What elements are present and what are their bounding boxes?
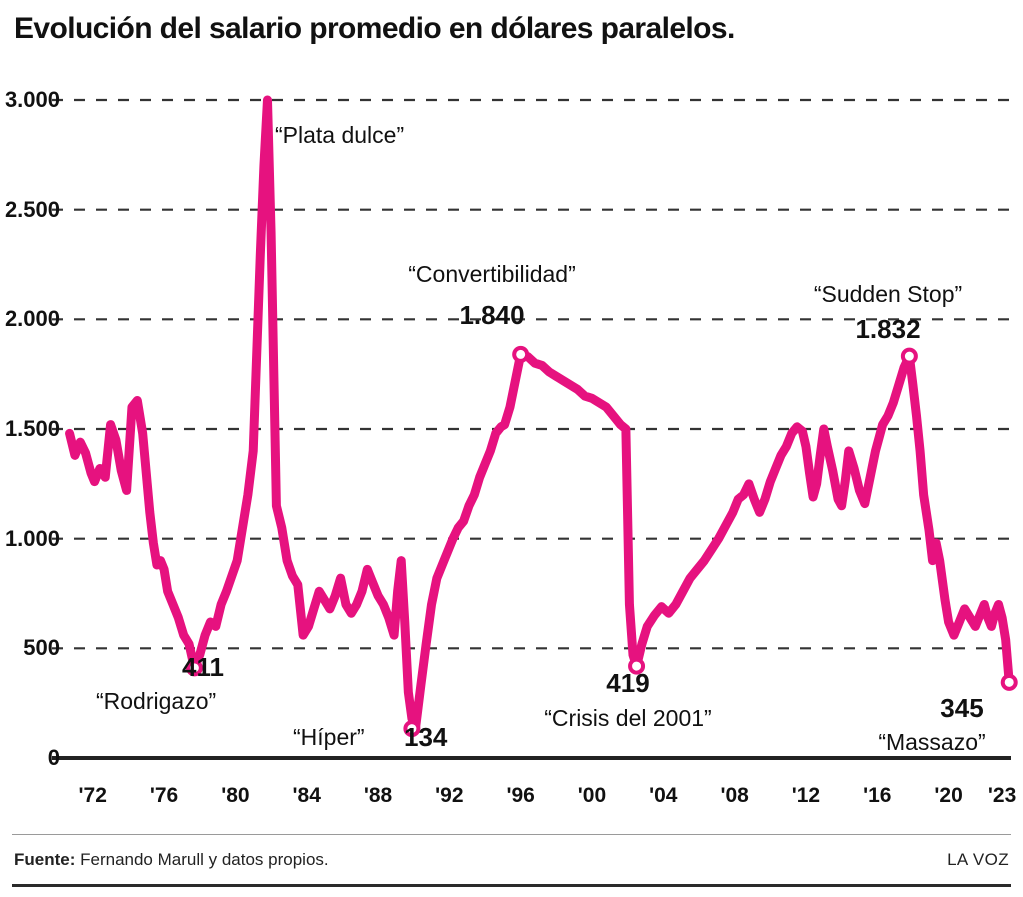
y-tick-label: 2.500 xyxy=(4,196,60,222)
annotation-hiper-value: 134 xyxy=(404,722,447,753)
chart-area: 0 500 1.000 1.500 2.000 2.500 3.000 '72 '76 '80 '… xyxy=(4,87,1018,807)
annotation-label-plata-dulce: “Plata dulce” xyxy=(275,122,405,148)
annotation-plata-dulce: “Plata dulce” xyxy=(275,122,404,149)
footer-top-divider xyxy=(12,834,1011,835)
marker-rodrigazo xyxy=(185,659,203,677)
annotation-sudden-stop: “Sudden Stop” xyxy=(814,281,962,308)
annotation-rodrigazo-value: 411 xyxy=(182,652,224,683)
marker-convertibilidad xyxy=(512,345,530,363)
marker-hiper xyxy=(403,720,421,738)
x-tick-label: '80 xyxy=(221,784,250,807)
x-tick-label: '88 xyxy=(363,784,393,807)
annotation-value-convertibilidad: 1.840 xyxy=(459,300,525,330)
marker-massazo xyxy=(1000,673,1018,691)
y-tick-label: 500 xyxy=(23,635,60,661)
annotation-crisis-2001: “Crisis del 2001” xyxy=(544,705,711,732)
x-tick-label: '72 xyxy=(78,784,107,807)
x-tick-label: '92 xyxy=(435,784,464,807)
x-tick-label: '84 xyxy=(292,784,321,807)
annotation-label-rodrigazo: “Rodrigazo” xyxy=(96,688,217,714)
x-tick-label: '16 xyxy=(863,784,892,807)
annotation-label-crisis-2001: “Crisis del 2001” xyxy=(544,705,712,731)
source-note: Fuente: Fernando Marull y datos propios. xyxy=(14,850,329,870)
y-tick-label: 1.000 xyxy=(4,525,60,551)
source-text: Fernando Marull y datos propios. xyxy=(75,850,329,869)
annotation-value-rodrigazo: 411 xyxy=(182,652,224,682)
x-tick-label: '20 xyxy=(934,784,963,807)
annotation-crisis-2001-value: 419 xyxy=(606,668,649,699)
annotation-massazo: “Massazo” xyxy=(878,729,985,756)
annotation-label-massazo: “Massazo” xyxy=(878,729,986,755)
annotation-label-hiper: “Híper” xyxy=(293,724,365,750)
annotation-label-convertibilidad: “Convertibilidad” xyxy=(408,261,576,287)
x-tick-label: '12 xyxy=(791,784,821,807)
y-tick-label: 0 xyxy=(47,745,60,770)
annotation-massazo-value: 345 xyxy=(940,693,983,724)
annotation-value-massazo: 345 xyxy=(940,693,984,723)
brand-logo: LA VOZ xyxy=(947,850,1009,869)
y-tick-label: 2.000 xyxy=(4,306,60,332)
annotation-value-hiper: 134 xyxy=(404,722,448,752)
annotation-value-crisis-2001: 419 xyxy=(606,668,650,698)
x-tick-label: '00 xyxy=(577,784,607,807)
annotation-rodrigazo: “Rodrigazo” xyxy=(96,688,216,715)
annotation-value-sudden-stop: 1.832 xyxy=(855,314,921,344)
x-tick-label: '08 xyxy=(720,784,749,807)
x-tick-label: '04 xyxy=(649,784,678,807)
annotation-convertibilidad: “Convertibilidad” xyxy=(408,261,575,288)
marker-sudden-stop xyxy=(900,347,918,365)
annotation-label-sudden-stop: “Sudden Stop” xyxy=(813,281,963,307)
source-label: Fuente: xyxy=(14,850,76,869)
page-title: Evolución del salario promedio en dólare… xyxy=(14,12,735,45)
salary-line-chart xyxy=(52,95,1018,760)
footer-bottom-divider xyxy=(12,884,1011,887)
series-line xyxy=(65,95,1014,734)
marker-crisis-2001 xyxy=(628,657,646,675)
y-tick-label: 3.000 xyxy=(4,87,60,112)
annotation-convertibilidad-value: 1.840 xyxy=(459,300,524,331)
x-tick-label: '96 xyxy=(506,784,535,807)
annotation-sudden-stop-value: 1.832 xyxy=(855,314,920,345)
y-tick-label: 1.500 xyxy=(4,416,60,441)
x-tick-label: '76 xyxy=(149,784,179,807)
x-tick-label: '23 xyxy=(987,784,1017,807)
annotation-hiper: “Híper” xyxy=(293,724,365,751)
